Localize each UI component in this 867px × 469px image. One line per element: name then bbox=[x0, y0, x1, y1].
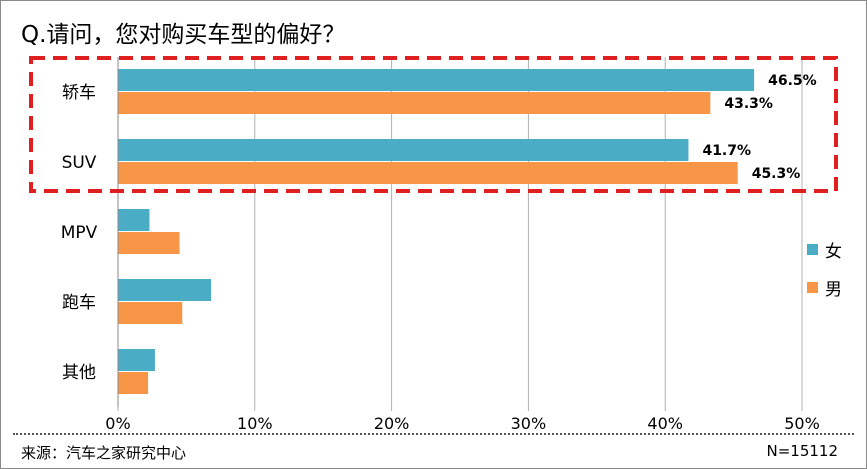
category-label: MPV bbox=[61, 223, 98, 243]
legend-item-male: 男 bbox=[807, 277, 842, 300]
x-tick-label: 50% bbox=[784, 414, 820, 433]
x-tick-label: 20% bbox=[374, 414, 410, 433]
x-tick-label: 10% bbox=[237, 414, 273, 433]
bar-female bbox=[118, 349, 155, 371]
footer-divider bbox=[13, 433, 854, 435]
category-label: SUV bbox=[62, 153, 97, 173]
x-tick-label: 40% bbox=[647, 414, 683, 433]
category-label: 其他 bbox=[62, 363, 96, 383]
x-tick-label: 30% bbox=[511, 414, 547, 433]
bar-female bbox=[118, 69, 755, 91]
category-label: 跑车 bbox=[62, 293, 96, 313]
data-label-female: 41.7% bbox=[702, 143, 751, 159]
bar-male bbox=[118, 372, 149, 394]
legend-label-male: 男 bbox=[825, 279, 842, 300]
sample-size: N=15112 bbox=[766, 442, 838, 460]
legend-swatch-female bbox=[807, 243, 818, 255]
highlight-box bbox=[29, 56, 838, 193]
chart-title: Q.请问，您对购买车型的偏好？ bbox=[21, 22, 346, 48]
data-label-male: 43.3% bbox=[724, 96, 773, 112]
bar-male bbox=[118, 162, 738, 184]
bar-female bbox=[118, 279, 212, 301]
data-label-female: 46.5% bbox=[768, 73, 817, 89]
x-tick-label: 0% bbox=[105, 414, 130, 433]
data-label-male: 45.3% bbox=[752, 166, 801, 182]
source-note: 来源：汽车之家研究中心 bbox=[21, 444, 187, 462]
bar-male bbox=[118, 92, 711, 114]
bar-female bbox=[118, 139, 689, 161]
bar-male bbox=[118, 232, 180, 254]
bar-male bbox=[118, 302, 183, 324]
legend-item-female: 女 bbox=[807, 239, 842, 262]
category-label: 轿车 bbox=[62, 83, 96, 103]
bar-female bbox=[118, 209, 150, 231]
legend-swatch-male bbox=[807, 281, 818, 293]
legend-label-female: 女 bbox=[825, 241, 842, 262]
